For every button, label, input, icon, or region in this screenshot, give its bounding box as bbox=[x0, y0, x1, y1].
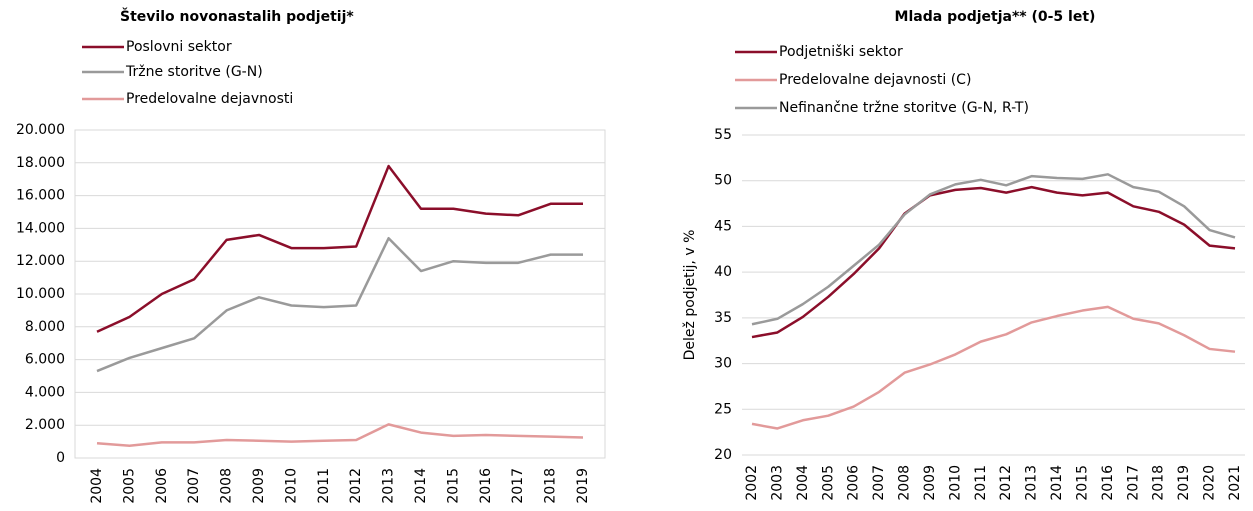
y-tick-label: 55 bbox=[714, 127, 732, 143]
y-tick-label: 40 bbox=[714, 264, 732, 280]
legend-label: Predelovalne dejavnosti bbox=[126, 91, 293, 107]
legend-label: Tržne storitve (G-N) bbox=[125, 64, 263, 80]
series-line bbox=[96, 236, 583, 373]
x-tick-label: 2006 bbox=[154, 468, 170, 504]
x-tick-label: 2010 bbox=[947, 465, 963, 501]
x-tick-label: 2009 bbox=[922, 465, 938, 501]
x-tick-label: 2006 bbox=[846, 465, 862, 501]
x-tick-label: 2018 bbox=[1151, 465, 1167, 501]
y-tick-label: 0 bbox=[56, 450, 65, 466]
x-tick-label: 2015 bbox=[445, 468, 461, 504]
x-tick-label: 2012 bbox=[998, 465, 1014, 501]
x-tick-label: 2019 bbox=[1176, 465, 1192, 501]
y-tick-label: 20 bbox=[714, 447, 732, 463]
x-tick-label: 2017 bbox=[1125, 465, 1141, 501]
y-tick-label: 16.000 bbox=[16, 188, 65, 204]
x-tick-label: 2016 bbox=[1100, 465, 1116, 501]
x-tick-label: 2007 bbox=[186, 468, 202, 504]
x-tick-label: 2021 bbox=[1227, 465, 1243, 501]
legend-label: Nefinančne tržne storitve (G-N, R-T) bbox=[779, 100, 1029, 116]
x-tick-label: 2018 bbox=[543, 468, 559, 504]
y-tick-label: 14.000 bbox=[16, 220, 65, 236]
legend-label: Poslovni sektor bbox=[126, 39, 232, 55]
series-line bbox=[751, 305, 1236, 430]
x-tick-label: 2013 bbox=[1024, 465, 1040, 501]
chart-title: Mlada podjetja** (0-5 let) bbox=[895, 9, 1096, 25]
y-tick-label: 6.000 bbox=[25, 352, 65, 368]
x-tick-label: 2005 bbox=[121, 468, 137, 504]
y-tick-label: 30 bbox=[714, 356, 732, 372]
y-tick-label: 45 bbox=[714, 218, 732, 234]
x-tick-label: 2019 bbox=[575, 468, 591, 504]
y-tick-label: 18.000 bbox=[16, 155, 65, 171]
series-line bbox=[751, 173, 1236, 326]
x-tick-label: 2002 bbox=[744, 465, 760, 501]
y-axis-label: Delež podjetij, v % bbox=[682, 230, 698, 361]
x-tick-label: 2017 bbox=[510, 468, 526, 504]
x-tick-label: 2004 bbox=[795, 465, 811, 501]
x-tick-label: 2004 bbox=[89, 468, 105, 504]
chart-title: Število novonastalih podjetij* bbox=[120, 7, 354, 25]
x-tick-label: 2020 bbox=[1202, 465, 1218, 501]
x-tick-label: 2012 bbox=[348, 468, 364, 504]
series-line bbox=[96, 423, 584, 447]
y-tick-label: 35 bbox=[714, 310, 732, 326]
x-tick-label: 2007 bbox=[871, 465, 887, 501]
legend-label: Podjetniški sektor bbox=[779, 44, 903, 60]
x-tick-label: 2016 bbox=[478, 468, 494, 504]
x-tick-label: 2014 bbox=[413, 468, 429, 504]
x-tick-label: 2011 bbox=[316, 468, 332, 504]
x-tick-label: 2008 bbox=[219, 468, 235, 504]
x-tick-label: 2015 bbox=[1074, 465, 1090, 501]
y-tick-label: 20.000 bbox=[16, 122, 65, 138]
legend-label: Predelovalne dejavnosti (C) bbox=[779, 72, 971, 88]
x-tick-label: 2008 bbox=[897, 465, 913, 501]
x-tick-label: 2014 bbox=[1049, 465, 1065, 501]
y-tick-label: 2.000 bbox=[25, 417, 65, 433]
x-tick-label: 2010 bbox=[283, 468, 299, 504]
x-tick-label: 2003 bbox=[769, 465, 785, 501]
x-tick-label: 2013 bbox=[381, 468, 397, 504]
y-tick-label: 12.000 bbox=[16, 253, 65, 269]
x-tick-label: 2009 bbox=[251, 468, 267, 504]
plot-border bbox=[74, 129, 606, 459]
y-tick-label: 8.000 bbox=[25, 319, 65, 335]
y-tick-label: 25 bbox=[714, 401, 732, 417]
y-tick-label: 4.000 bbox=[25, 384, 65, 400]
series-line bbox=[751, 185, 1236, 339]
x-tick-label: 2005 bbox=[820, 465, 836, 501]
series-line bbox=[96, 164, 583, 333]
y-tick-label: 10.000 bbox=[16, 286, 65, 302]
x-tick-label: 2011 bbox=[973, 465, 989, 501]
y-tick-label: 50 bbox=[714, 173, 732, 189]
